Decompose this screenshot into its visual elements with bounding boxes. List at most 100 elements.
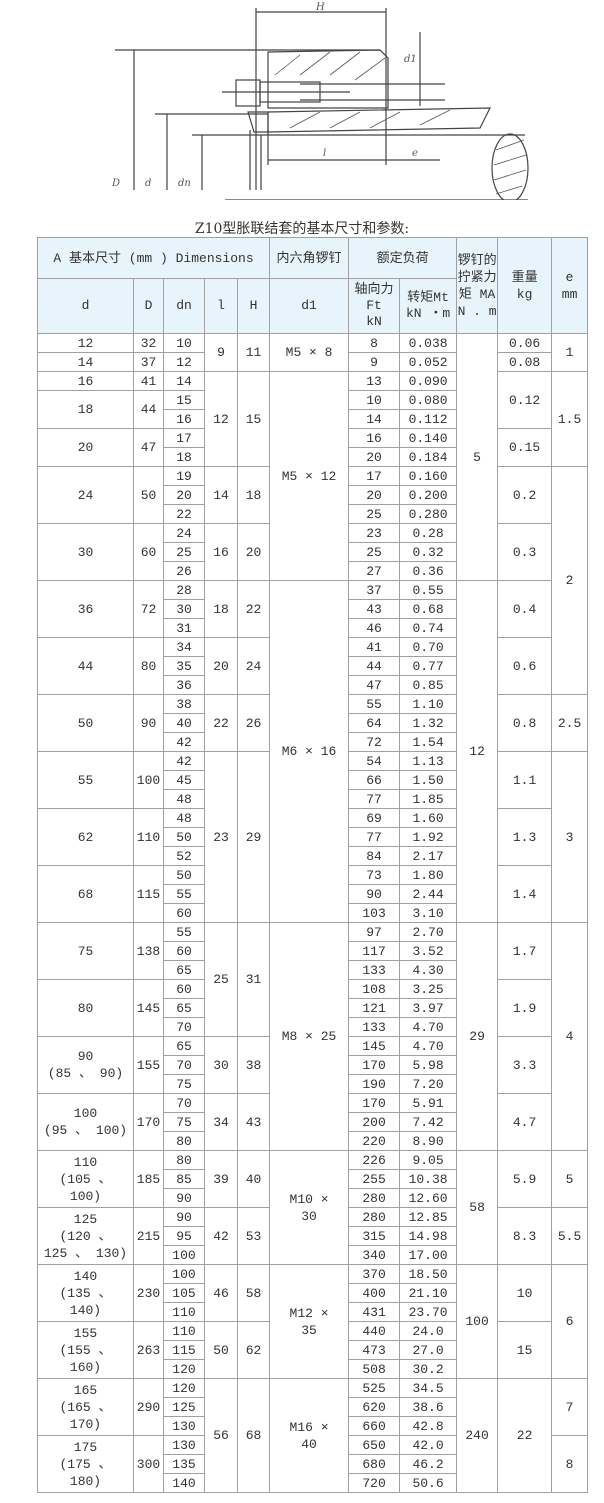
cell-Ft: 170: [348, 1093, 401, 1113]
cell-Ft: 17: [348, 466, 401, 486]
cell-Ft: 13: [348, 371, 401, 391]
cell-l: 14: [204, 466, 238, 524]
cell-dn: 34: [163, 637, 205, 657]
cell-Mt: 0.080: [399, 390, 458, 410]
cell-dn: 130: [163, 1435, 205, 1455]
cell-D: 215: [133, 1207, 164, 1265]
cell-l: 46: [204, 1264, 238, 1322]
cell-Mt: 42.8: [399, 1416, 458, 1436]
cell-H: 53: [236, 1207, 271, 1265]
cell-dn: 42: [163, 732, 205, 752]
table-row: 20 47 17 16 0.140 0.15: [37, 428, 588, 467]
cell-H: 43: [236, 1093, 271, 1151]
cell-Ft: 220: [348, 1131, 401, 1151]
header-d: d: [37, 278, 134, 334]
cell-d1: M5 × 8: [269, 333, 350, 372]
header-Ft: 轴向力 Ft kN: [348, 278, 401, 334]
cell-kg: 0.3: [497, 523, 553, 581]
table-row: 125 (120 、 125 、 130) 215 90 42 53 280 12.85 8.…: [37, 1207, 589, 1265]
table-row: 48 77 1.85: [38, 789, 588, 809]
cell-kg: 8.3: [497, 1207, 553, 1265]
table-row: 120 508 30.2: [38, 1359, 588, 1379]
cell-Mt: 8.90: [399, 1131, 458, 1151]
cell-dn: 42: [163, 751, 205, 771]
header-l: l: [204, 278, 238, 334]
cell-Ft: 103: [348, 903, 401, 923]
cell-Ft: 340: [348, 1245, 401, 1265]
cell-d: 50: [37, 694, 134, 752]
cell-kg: 0.15: [497, 428, 553, 467]
cell-Mt: 5.91: [399, 1093, 458, 1113]
cell-Mt: 0.200: [399, 485, 458, 505]
cell-dn: 75: [163, 1074, 205, 1094]
cell-Mt: 2.17: [399, 846, 458, 866]
cell-Mt: 1.80: [399, 865, 458, 885]
cell-dn: 110: [163, 1321, 205, 1341]
table-row: 44 80 34 20 24 41 0.70 0.6: [37, 637, 588, 695]
cell-Ft: 64: [348, 713, 401, 733]
cell-Mt: 18.50: [399, 1264, 458, 1284]
cell-dn: 38: [163, 694, 205, 714]
cell-Ft: 77: [348, 789, 401, 809]
table-row: 22 25 0.280: [38, 504, 588, 524]
cell-Mt: 0.112: [399, 409, 458, 429]
header-dimensions: A 基本尺寸 (mm ) Dimensions: [36, 237, 271, 279]
cell-MA: 240: [456, 1378, 499, 1493]
cell-kg: 1.4: [497, 865, 553, 923]
cell-d: 12: [37, 333, 134, 353]
cell-Ft: 440: [348, 1321, 401, 1341]
cell-dn: 48: [163, 808, 205, 828]
header-screw: 内六角锣钉: [269, 237, 350, 279]
cell-Ft: 41: [348, 637, 401, 657]
cell-e: 7: [551, 1378, 589, 1436]
cell-D: 290: [133, 1378, 164, 1436]
cell-Ft: 117: [348, 941, 401, 961]
cell-Ft: 400: [348, 1283, 401, 1303]
cell-d: 55: [37, 751, 134, 809]
cell-Mt: 34.5: [399, 1378, 458, 1398]
cell-d: 110 (105 、 100): [37, 1150, 134, 1208]
cell-Ft: 72: [348, 732, 401, 752]
table-row: 24 50 19 14 18 17 0.160 0.2 2: [37, 466, 589, 695]
cell-D: 115: [133, 865, 164, 923]
cell-dn: 75: [163, 1112, 205, 1132]
cell-Ft: 20: [348, 447, 401, 467]
cell-Mt: 3.52: [399, 941, 458, 961]
table-title: Z10型胀联结套的基本尺寸和参数:: [194, 221, 410, 237]
cell-dn: 120: [163, 1359, 205, 1379]
cell-Ft: 69: [348, 808, 401, 828]
label-dn: dn: [178, 178, 191, 189]
table-row: 140 720 50.6: [38, 1473, 588, 1493]
table-row: 30 60 24 16 20 23 0.28 0.3: [37, 523, 588, 581]
table-row: 55 100 42 23 29 54 1.13 1.1 3: [37, 751, 589, 923]
cell-d: 100 (95 、 100): [37, 1093, 134, 1151]
cell-Mt: 2.44: [399, 884, 458, 904]
cell-Ft: 170: [348, 1055, 401, 1075]
cell-dn: 50: [163, 827, 205, 847]
cell-D: 41: [133, 371, 164, 391]
cell-Ft: 145: [348, 1036, 401, 1056]
cell-Ft: 43: [348, 599, 401, 619]
cell-MA: 29: [456, 922, 499, 1151]
cell-Mt: 3.10: [399, 903, 458, 923]
table-row: 110 431 23.70: [38, 1302, 588, 1322]
cell-kg: 1.3: [497, 808, 553, 866]
cell-Ft: 190: [348, 1074, 401, 1094]
cell-l: 12: [204, 371, 238, 467]
cell-d: 155 (155 、 160): [37, 1321, 134, 1379]
cell-Ft: 14: [348, 409, 401, 429]
cell-Ft: 54: [348, 751, 401, 771]
cell-kg: 10: [497, 1264, 553, 1322]
cell-Ft: 37: [348, 580, 401, 600]
cell-dn: 14: [163, 371, 205, 391]
cell-dn: 35: [163, 656, 205, 676]
cell-dn: 20: [163, 485, 205, 505]
spec-table: A 基本尺寸 (mm ) Dimensions 内六角锣钉 额定负荷 锣钉的拧紧…: [36, 237, 589, 1493]
cell-dn: 22: [163, 504, 205, 524]
cell-l: 50: [204, 1321, 238, 1379]
cell-dn: 140: [163, 1473, 205, 1493]
table-row: 65 121 3.97: [38, 998, 588, 1018]
cell-D: 44: [133, 390, 164, 429]
cell-dn: 95: [163, 1226, 205, 1246]
cell-dn: 30: [163, 599, 205, 619]
